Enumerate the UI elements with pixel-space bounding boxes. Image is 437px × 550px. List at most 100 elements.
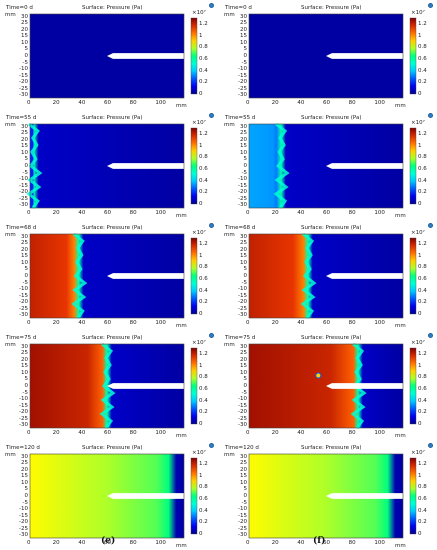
colorbar — [190, 457, 198, 535]
surface-title: Surface: Pressure (Pa) — [301, 225, 362, 231]
x-tick-label: 80 — [348, 430, 356, 436]
time-label: Time=0 d — [225, 5, 252, 11]
time-label: Time=55 d — [6, 115, 37, 121]
x-tick-label: 60 — [323, 210, 330, 216]
x-tick-label: 60 — [323, 540, 330, 546]
colorbar-tick-label: 1 — [418, 472, 422, 479]
y-tick-label: -5 — [22, 59, 28, 66]
plot-frame — [29, 233, 185, 319]
colorbar-tick-label: 0.8 — [418, 44, 427, 51]
colorbar-tick-label: 0.4 — [418, 287, 427, 294]
y-tick-label: 5 — [243, 486, 248, 493]
pressure-panel: Time=120 d Surface: Pressure (Pa) mm mm ×10⁷… — [0, 442, 218, 550]
y-tick-label: 5 — [24, 376, 29, 383]
colorbar-tick-label: 0.6 — [199, 165, 208, 172]
y-tick-label: -15 — [19, 182, 28, 189]
plot-frame — [29, 123, 185, 209]
x-tick-label: 100 — [155, 100, 166, 106]
x-tick-label: 20 — [271, 100, 279, 106]
y-tick-label: -15 — [238, 182, 247, 189]
colorbar-tick-label: 1.2 — [199, 460, 208, 467]
x-tick-label: 100 — [155, 320, 166, 326]
colorbar-tick-label: 0 — [418, 421, 422, 427]
y-tick-label: -25 — [19, 415, 28, 422]
y-tick-label: 20 — [21, 466, 28, 473]
x-tick-label: 80 — [129, 210, 137, 216]
colorbar-tick-label: 1 — [199, 142, 203, 149]
x-tick-label: 100 — [155, 430, 166, 436]
y-tick-label: -30 — [19, 422, 28, 429]
y-tick-label: 20 — [21, 26, 28, 33]
y-tick-label: 0 — [243, 163, 248, 169]
x-tick-label: 80 — [129, 430, 137, 436]
y-tick-label: 5 — [24, 156, 29, 163]
y-tick-label: 5 — [243, 156, 248, 163]
y-tick-label: 15 — [240, 363, 247, 370]
y-tick-label: 5 — [24, 46, 29, 53]
y-tick-label: -15 — [19, 512, 28, 519]
x-tick-label: 20 — [271, 320, 279, 326]
y-tick-label: -20 — [238, 79, 247, 86]
surface-title: Surface: Pressure (Pa) — [82, 225, 143, 231]
y-tick-label: -5 — [241, 389, 247, 396]
gear-icon — [428, 3, 433, 8]
colorbar-tick-label: 0.4 — [199, 507, 208, 514]
gear-icon — [428, 333, 433, 338]
y-tick-label: 25 — [240, 460, 247, 467]
x-unit-label: mm — [176, 323, 187, 329]
colorbar-tick-label: 1 — [199, 472, 203, 479]
x-tick-label: 0 — [27, 210, 31, 216]
x-unit-label: mm — [395, 323, 406, 329]
x-tick-label: 100 — [374, 430, 385, 436]
y-tick-label: 30 — [21, 13, 28, 20]
colorbar-tick-label: 0.4 — [199, 177, 208, 184]
y-tick-label: 0 — [24, 493, 29, 499]
x-tick-label: 40 — [78, 100, 86, 106]
surface-title: Surface: Pressure (Pa) — [82, 335, 143, 341]
notch — [326, 53, 403, 59]
y-tick-label: 25 — [21, 460, 28, 467]
colorbar-tick-label: 0.6 — [199, 385, 208, 392]
y-tick-label: 20 — [240, 246, 247, 253]
pressure-field-svg — [248, 13, 417, 99]
colorbar-tick-label: 0.6 — [199, 55, 208, 62]
y-tick-label: 30 — [21, 233, 28, 240]
colorbar-tick-label: 1.2 — [199, 350, 208, 357]
gear-icon — [209, 443, 214, 448]
pressure-panel: Time=75 d Surface: Pressure (Pa) mm mm ×10⁷ 0… — [0, 332, 218, 440]
gear-icon — [209, 333, 214, 338]
pressure-panel: Time=120 d Surface: Pressure (Pa) mm mm ×10⁷… — [219, 442, 437, 550]
y-tick-label: 0 — [243, 53, 248, 59]
y-tick-label: -10 — [238, 66, 247, 73]
colorbar-tick-label: 0 — [418, 201, 422, 207]
surface-title: Surface: Pressure (Pa) — [82, 445, 143, 451]
x-tick-label: 40 — [78, 430, 86, 436]
y-tick-label: 20 — [240, 136, 247, 143]
y-tick-label: 0 — [24, 53, 29, 59]
x-unit-label: mm — [395, 543, 406, 549]
colorbar-exponent: ×10⁷ — [411, 230, 425, 236]
y-tick-label: 30 — [240, 343, 247, 350]
y-tick-label: 25 — [240, 350, 247, 357]
y-tick-label: 10 — [21, 259, 28, 266]
plot-frame — [248, 453, 404, 539]
y-tick-label: -30 — [19, 202, 28, 209]
y-tick-label: 30 — [21, 123, 28, 130]
x-unit-label: mm — [176, 213, 187, 219]
y-tick-label: 10 — [240, 259, 247, 266]
x-tick-label: 60 — [323, 100, 330, 106]
pressure-panel: Time=55 d Surface: Pressure (Pa) mm mm ×10⁷ 0… — [219, 112, 437, 220]
y-tick-label: 25 — [240, 240, 247, 247]
colorbar-tick-label: 0.8 — [199, 154, 208, 161]
x-unit-label: mm — [176, 543, 187, 549]
pressure-field-svg — [248, 453, 417, 539]
x-tick-label: 20 — [271, 540, 279, 546]
x-tick-label: 20 — [271, 210, 279, 216]
x-tick-label: 100 — [155, 540, 166, 546]
y-tick-label: 15 — [240, 33, 247, 40]
y-tick-label: -5 — [241, 279, 247, 286]
y-tick-label: 25 — [240, 130, 247, 137]
y-tick-label: 15 — [240, 253, 247, 260]
colorbar-tick-label: 0.4 — [199, 67, 208, 74]
x-tick-label: 0 — [246, 100, 250, 106]
